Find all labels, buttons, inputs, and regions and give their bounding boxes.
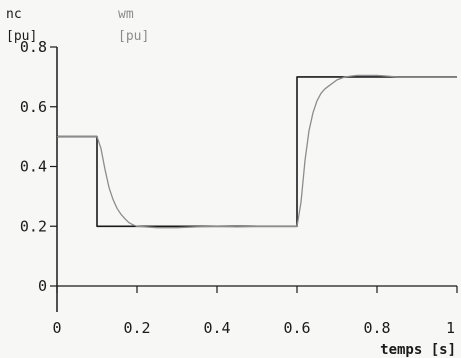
x-axis-title: temps [s]	[380, 342, 456, 358]
legend-nc-unit: [pu]	[6, 29, 37, 44]
x-tick-label: 0	[52, 319, 61, 337]
x-tick-label: 0.8	[363, 319, 390, 337]
x-ticks: 0 0.2 0.4 0.6 0.8 1	[52, 286, 458, 337]
x-tick-label: 1	[446, 319, 455, 337]
y-ticks: 0 0.2 0.4 0.6 0.8	[20, 38, 57, 295]
legend-wm-unit: [pu]	[118, 29, 149, 44]
y-tick-label: 0.8	[20, 38, 47, 56]
series-lines	[57, 74, 457, 229]
series-line-wm	[57, 74, 457, 229]
x-tick-label: 0.6	[283, 319, 310, 337]
legend-nc-name: nc	[6, 7, 22, 22]
y-tick-label: 0.4	[20, 158, 47, 176]
x-tick-label: 0.2	[123, 319, 150, 337]
y-tick-label: 0.2	[20, 217, 47, 235]
x-tick-label: 0.4	[203, 319, 230, 337]
y-tick-label: 0.6	[20, 98, 47, 116]
y-tick-label: 0	[38, 277, 47, 295]
legend-wm-name: wm	[118, 7, 134, 22]
series-line-nc	[57, 76, 457, 228]
